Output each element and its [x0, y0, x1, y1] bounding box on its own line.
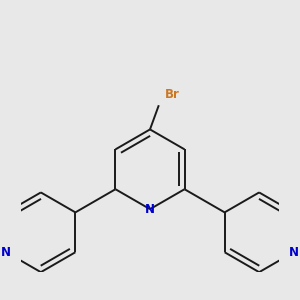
- Text: N: N: [289, 246, 299, 259]
- Text: N: N: [1, 246, 11, 259]
- Text: Br: Br: [165, 88, 180, 101]
- Text: N: N: [145, 203, 155, 216]
